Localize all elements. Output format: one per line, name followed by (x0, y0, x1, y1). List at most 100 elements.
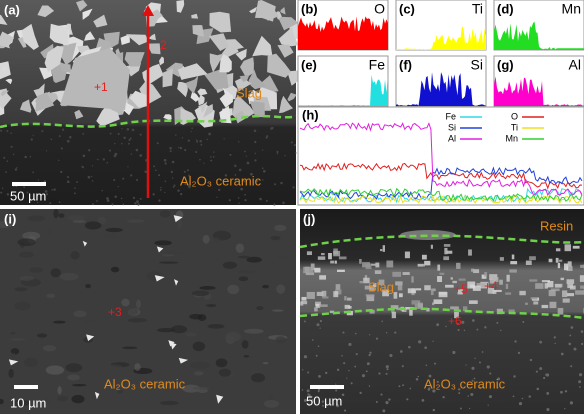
speck (284, 155, 285, 156)
speck (121, 143, 123, 145)
speck (59, 135, 61, 137)
grain (386, 261, 393, 268)
speck (121, 198, 123, 200)
grain (451, 277, 453, 279)
speck (408, 346, 411, 349)
panel-label: (g) (497, 57, 514, 72)
texture (272, 309, 284, 311)
texture (225, 332, 241, 342)
grain (300, 302, 303, 306)
speck (356, 353, 358, 355)
texture (198, 314, 207, 321)
speck (136, 200, 139, 203)
texture (85, 221, 101, 229)
grain (307, 251, 312, 255)
grain (580, 275, 584, 282)
speck (522, 321, 524, 323)
point-label: +6 (448, 314, 462, 328)
element-label: Si (471, 57, 483, 73)
speck (277, 153, 278, 154)
speck (180, 147, 182, 149)
speck (369, 385, 371, 387)
grain (403, 272, 410, 275)
speck (122, 178, 124, 180)
speck (229, 199, 231, 201)
grain (319, 304, 328, 307)
speck (302, 369, 303, 370)
texture (203, 235, 210, 244)
grain (444, 248, 447, 254)
grain (568, 261, 572, 266)
speck (471, 367, 474, 370)
speck (136, 179, 138, 181)
grain (450, 306, 459, 309)
grain (333, 291, 338, 297)
speck (570, 365, 572, 367)
element-label: Mn (562, 1, 581, 17)
grain (405, 252, 410, 259)
grain (561, 278, 564, 280)
speck (122, 203, 124, 205)
speck (262, 149, 263, 150)
texture (85, 284, 91, 288)
speck (199, 140, 202, 143)
panel-label: (b) (301, 1, 318, 16)
speck (570, 401, 573, 404)
grain (416, 288, 421, 290)
speck (564, 408, 565, 409)
speck (196, 140, 198, 142)
speck (175, 134, 176, 135)
grain (459, 278, 466, 280)
grain (424, 285, 430, 290)
speck (316, 323, 319, 326)
grain (399, 293, 403, 297)
speck (362, 374, 365, 377)
speck (341, 355, 343, 357)
speck (33, 135, 34, 136)
speck (464, 330, 465, 331)
grain (434, 299, 443, 304)
grain (547, 281, 553, 287)
texture (17, 238, 35, 246)
grain (469, 300, 478, 304)
texture (59, 213, 65, 218)
speck (378, 372, 380, 374)
speck (51, 139, 53, 141)
speck (282, 202, 284, 204)
speck (7, 160, 9, 162)
speck (46, 150, 47, 151)
texture (159, 261, 178, 263)
speck (58, 160, 59, 161)
grain (398, 285, 402, 291)
speck (244, 194, 246, 196)
speck (137, 203, 139, 205)
scale-label: 10 µm (10, 395, 46, 410)
texture (71, 395, 84, 404)
texture (24, 357, 38, 367)
texture (104, 364, 123, 370)
speck (171, 171, 173, 173)
speck (62, 129, 64, 131)
texture (192, 387, 209, 390)
legend-label: O (511, 111, 518, 121)
legend-label: Ti (511, 122, 518, 132)
speck (238, 141, 240, 143)
speck (182, 137, 183, 138)
speck (41, 130, 43, 132)
grain (580, 265, 584, 268)
speck (114, 143, 115, 144)
element-label: Al (569, 57, 581, 73)
texture (242, 340, 249, 349)
speck (69, 136, 72, 139)
speck (513, 396, 515, 398)
speck (30, 156, 32, 158)
speck (164, 192, 165, 193)
speck (49, 202, 51, 204)
speck (7, 193, 9, 195)
grain (439, 273, 444, 275)
speck (92, 165, 93, 166)
speck (452, 351, 455, 354)
scale-bar (310, 385, 344, 389)
texture (236, 243, 244, 253)
panel-label: (d) (497, 1, 514, 16)
